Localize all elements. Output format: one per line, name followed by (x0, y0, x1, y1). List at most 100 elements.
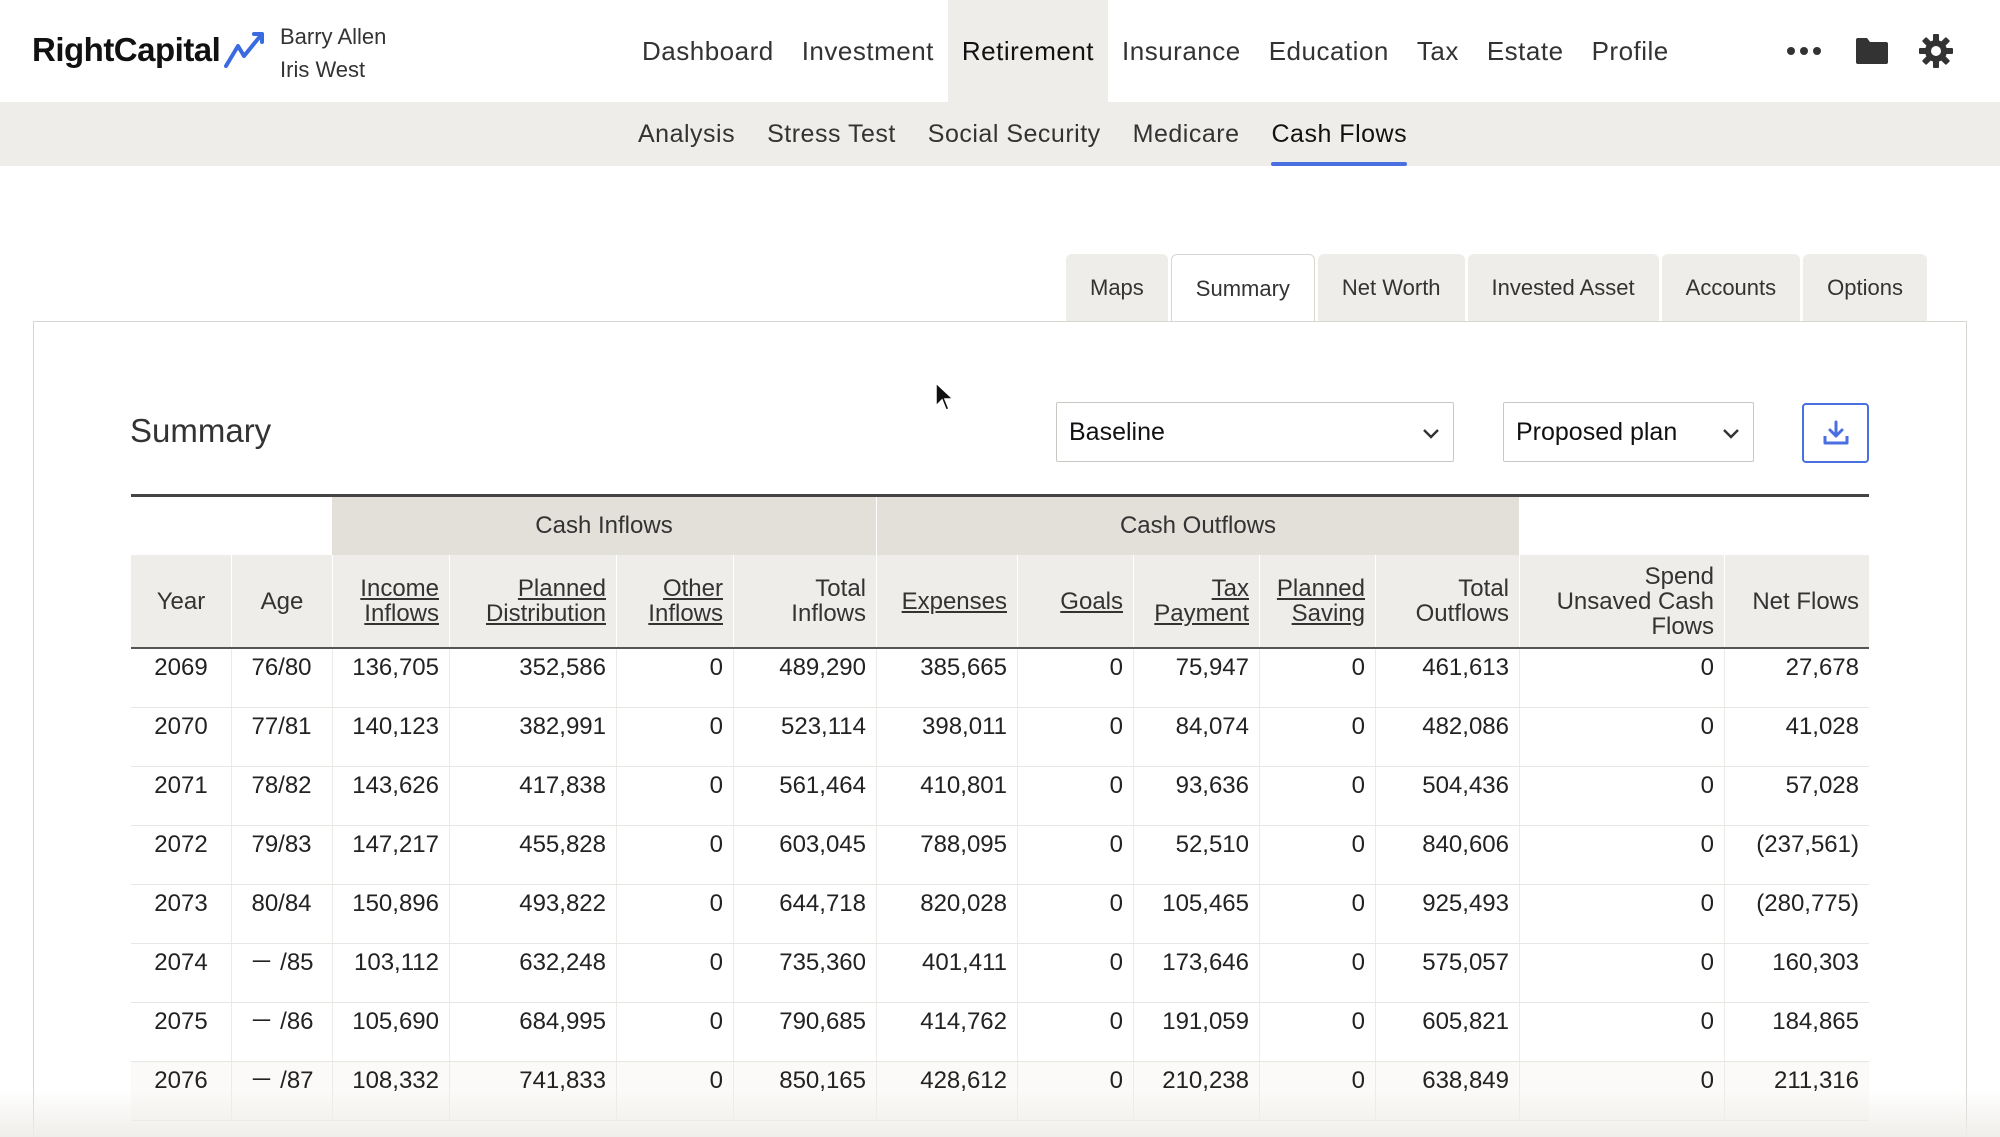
proposed-plan-select-value: Proposed plan (1516, 418, 1678, 446)
cell-spend-unsaved: 0 (1700, 1008, 1714, 1035)
cell-net-flows: (237,561) (1756, 831, 1859, 858)
cell-expenses: 788,095 (920, 831, 1007, 858)
cell-total-outflows: 840,606 (1422, 831, 1509, 858)
cell-planned-saving: 0 (1351, 831, 1365, 858)
cell-goals: 0 (1109, 1008, 1123, 1035)
cell-planned-distribution: 684,995 (519, 1008, 606, 1035)
baseline-select[interactable]: Baseline (1056, 402, 1454, 462)
cell-tax-payment: 105,465 (1162, 890, 1249, 917)
page-title: Summary (130, 412, 272, 449)
cell-planned-distribution: 493,822 (519, 890, 606, 917)
tab-summary[interactable]: Summary (1170, 254, 1315, 324)
cell-total-inflows: 523,114 (781, 713, 866, 740)
cell-planned-saving: 0 (1351, 949, 1365, 976)
folder-icon[interactable] (1854, 0, 1890, 102)
cell-expenses: 414,762 (920, 1008, 1007, 1035)
nav-investment[interactable]: Investment (801, 36, 934, 66)
cell-income-inflows: 147,217 (352, 831, 439, 858)
nav-profile[interactable]: Profile (1591, 36, 1669, 66)
cell-spend-unsaved: 0 (1700, 713, 1714, 740)
tab-accounts[interactable]: Accounts (1661, 254, 1801, 322)
gear-icon[interactable] (1918, 0, 1954, 102)
cell-planned-saving: 0 (1351, 713, 1365, 740)
col-other-inflows[interactable]: Other Inflows (616, 555, 733, 647)
col-income-inflows[interactable]: Income Inflows (332, 555, 449, 647)
tab-invested-asset[interactable]: Invested Asset (1467, 254, 1659, 322)
cell-other-inflows: 0 (709, 949, 723, 976)
col-planned-saving[interactable]: Planned Saving (1259, 555, 1375, 647)
cell-planned-distribution: 352,586 (519, 654, 606, 681)
cell-tax-payment: 210,238 (1162, 1067, 1249, 1094)
subnav-stress-test[interactable]: Stress Test (767, 120, 896, 148)
group-header-inflows: Cash Inflows (332, 497, 876, 555)
download-icon (1823, 420, 1848, 445)
tab-maps[interactable]: Maps (1066, 254, 1168, 322)
col-goals[interactable]: Goals (1017, 555, 1133, 647)
col-net-flows: Net Flows (1724, 555, 1869, 647)
app-logo[interactable]: RightCapital (32, 30, 268, 70)
cell-net-flows: 184,865 (1772, 1008, 1859, 1035)
logo-text: RightCapital (32, 31, 221, 68)
nav-dashboard[interactable]: Dashboard (642, 36, 774, 66)
cell-tax-payment: 93,636 (1175, 772, 1249, 799)
cell-goals: 0 (1109, 713, 1123, 740)
cell-spend-unsaved: 0 (1700, 1067, 1714, 1094)
cell-income-inflows: 140,123 (352, 713, 439, 740)
cell-year: 2072 (154, 831, 208, 858)
cell-planned-distribution: 455,828 (519, 831, 606, 858)
mouse-cursor-icon (935, 381, 955, 417)
subnav-medicare[interactable]: Medicare (1132, 120, 1240, 148)
col-total-outflows: Total Outflows (1375, 555, 1519, 647)
cell-tax-payment: 173,646 (1162, 949, 1249, 976)
subnav-analysis[interactable]: Analysis (638, 120, 736, 148)
download-button[interactable] (1802, 403, 1869, 463)
proposed-plan-select[interactable]: Proposed plan (1503, 402, 1754, 462)
nav-retirement[interactable]: Retirement (947, 0, 1109, 102)
baseline-select-value: Baseline (1069, 418, 1165, 446)
top-header: RightCapital Barry Allen Iris West Dashb… (0, 0, 2000, 102)
cell-net-flows: (280,775) (1756, 890, 1859, 917)
cell-total-outflows: 605,821 (1422, 1008, 1509, 1035)
nav-tax[interactable]: Tax (1416, 36, 1459, 66)
nav-estate[interactable]: Estate (1486, 36, 1564, 66)
table-row: 2072 79/83 147,217 455,828 0 603,045 788,095 0 5… (131, 826, 1869, 885)
view-tabs: Maps Summary Net Worth Invested Asset Ac… (1066, 254, 1930, 324)
cell-year: 2071 (154, 772, 208, 799)
cell-planned-saving: 0 (1351, 772, 1365, 799)
logo-mark-icon (224, 32, 265, 68)
cell-net-flows: 211,316 (1774, 1067, 1859, 1094)
subnav-cash-flows[interactable]: Cash Flows (1255, 102, 1423, 166)
nav-insurance[interactable]: Insurance (1122, 36, 1241, 66)
cell-tax-payment: 84,074 (1175, 713, 1249, 740)
cell-goals: 0 (1109, 654, 1123, 681)
tab-net-worth[interactable]: Net Worth (1317, 254, 1465, 322)
cell-goals: 0 (1109, 831, 1123, 858)
cell-other-inflows: 0 (709, 654, 723, 681)
cell-total-inflows: 790,685 (779, 1008, 866, 1035)
col-tax-payment[interactable]: Tax Payment (1133, 555, 1259, 647)
cell-total-outflows: 925,493 (1422, 890, 1509, 917)
tab-options[interactable]: Options (1803, 254, 1927, 322)
cell-net-flows: 57,028 (1785, 772, 1859, 799)
client-names[interactable]: Barry Allen Iris West (280, 20, 386, 86)
col-planned-distribution[interactable]: Planned Distribution (449, 555, 616, 647)
cell-year: 2074 (154, 949, 208, 976)
col-expenses[interactable]: Expenses (876, 555, 1017, 647)
table-row: 2075 － /86 105,690 684,995 0 790,685 414,762 0 1… (131, 1003, 1869, 1062)
cell-year: 2070 (154, 713, 208, 740)
cell-spend-unsaved: 0 (1700, 772, 1714, 799)
cell-planned-distribution: 632,248 (519, 949, 606, 976)
cell-net-flows: 27,678 (1785, 654, 1859, 681)
nav-education[interactable]: Education (1268, 36, 1389, 66)
cell-planned-distribution: 741,833 (519, 1067, 606, 1094)
cell-total-inflows: 644,718 (779, 890, 866, 917)
cell-income-inflows: 105,690 (352, 1008, 439, 1035)
cell-tax-payment: 191,059 (1162, 1008, 1249, 1035)
more-icon[interactable] (1786, 0, 1822, 102)
cell-year: 2069 (154, 654, 208, 681)
cell-age: － /85 (249, 949, 314, 976)
cell-expenses: 398,011 (922, 713, 1007, 740)
cell-other-inflows: 0 (709, 890, 723, 917)
cell-total-inflows: 561,464 (779, 772, 866, 799)
subnav-social-security[interactable]: Social Security (927, 120, 1101, 148)
